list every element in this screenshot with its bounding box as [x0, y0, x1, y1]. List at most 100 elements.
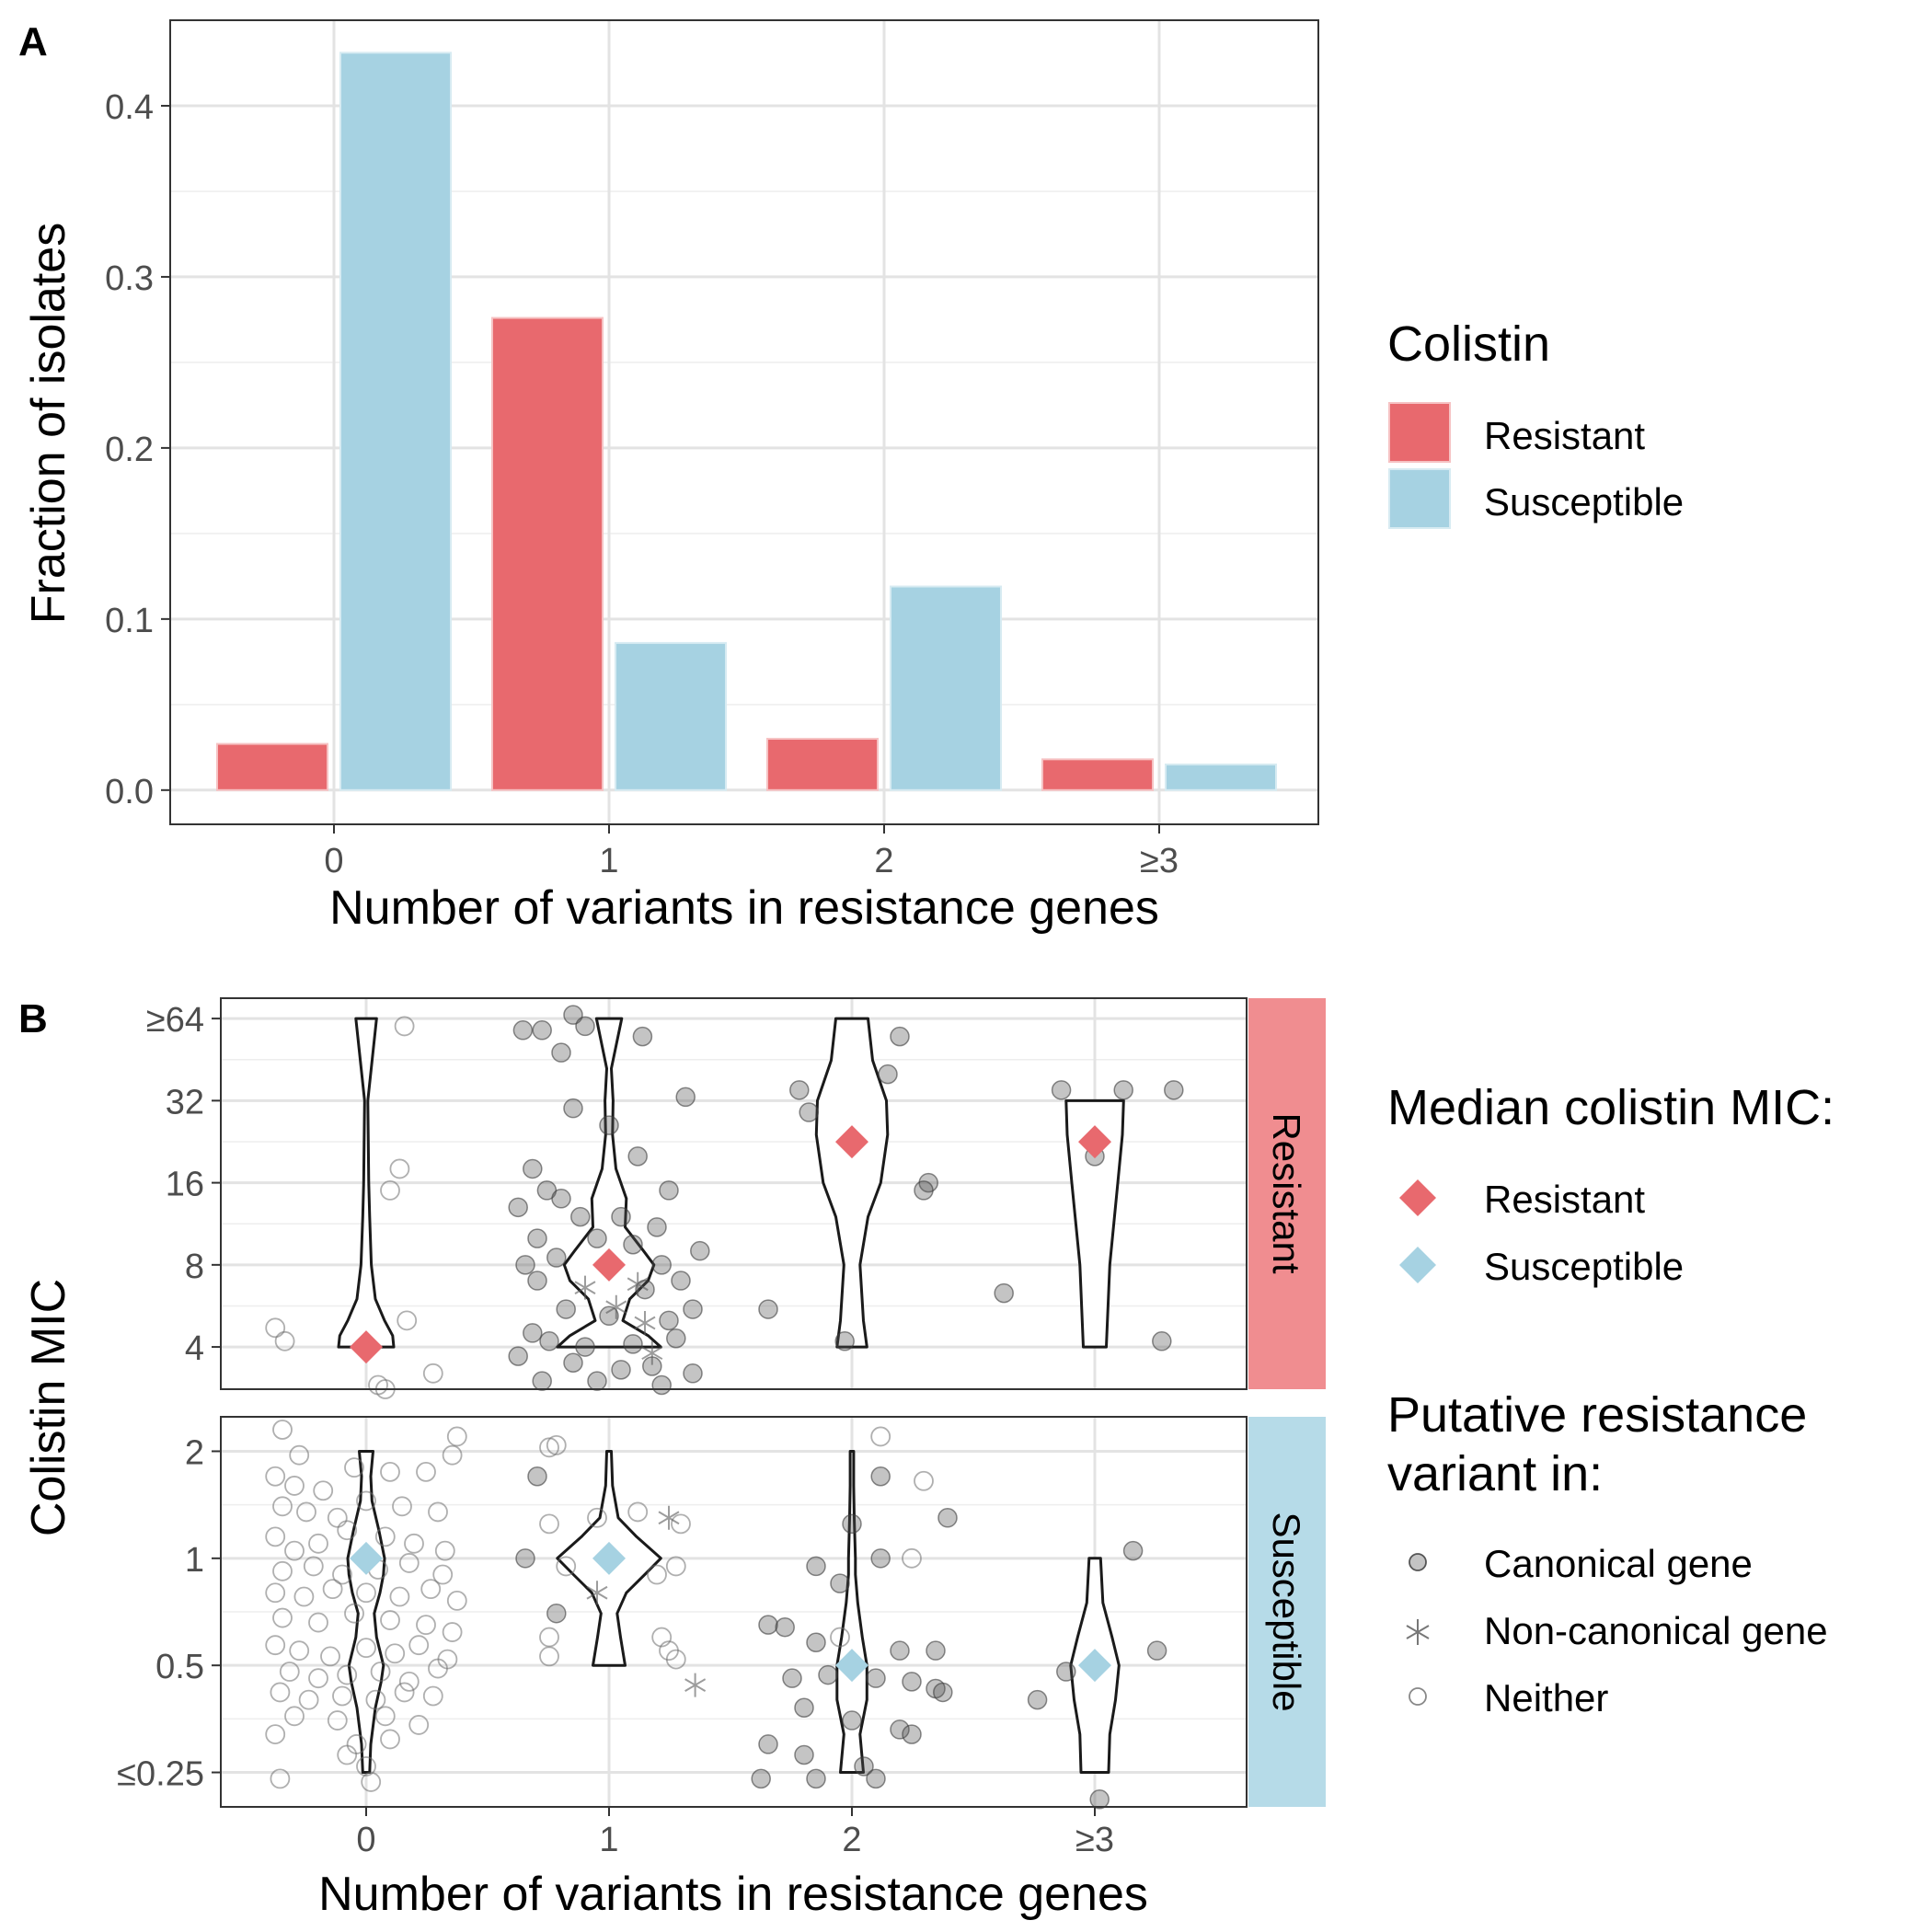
point-canonical-gene: [1056, 1662, 1076, 1682]
point-canonical-gene: [556, 1299, 576, 1319]
point-neither: [356, 1490, 376, 1512]
point-canonical-gene: [575, 1016, 595, 1037]
point-canonical-gene: [994, 1282, 1014, 1304]
point-neither: [313, 1480, 334, 1501]
point-neither: [296, 1501, 316, 1523]
point-neither: [361, 1772, 382, 1792]
legend-variant-title-line1: Putative resistance: [1387, 1387, 1807, 1443]
point-neither: [308, 1612, 328, 1633]
point-canonical-gene: [532, 1371, 552, 1391]
median-resistant-1: [592, 1248, 626, 1282]
point-neither: [422, 1685, 443, 1707]
point-canonical-gene: [666, 1328, 686, 1349]
panel-b-x-axis-title: Number of variants in resistance genes: [318, 1868, 1148, 1921]
panel-b-legend-median: Median colistin MIC: Resistant Susceptib…: [1387, 1080, 1834, 1288]
y-tick-label: ≤0.25: [117, 1755, 204, 1794]
point-neither: [539, 1646, 559, 1667]
x-tick-label: 1: [599, 1821, 618, 1859]
violin-resistant-2: [814, 1017, 890, 1349]
point-canonical-gene: [842, 1710, 862, 1731]
x-tick-label: 0: [356, 1821, 375, 1859]
point-neither: [914, 1470, 934, 1491]
point-canonical-gene: [690, 1240, 710, 1261]
point-neither: [284, 1706, 305, 1727]
point-canonical-gene: [563, 1005, 583, 1025]
violin-resistant-1: [556, 1017, 662, 1349]
point-canonical-gene: [623, 1234, 643, 1255]
facet-resistant-medians: [350, 1125, 1111, 1364]
point-canonical-gene: [806, 1556, 826, 1577]
legend-susceptible-swatch: [1388, 468, 1451, 529]
point-neither: [337, 1744, 358, 1765]
point-neither: [671, 1513, 691, 1535]
point-canonical-gene: [806, 1632, 826, 1653]
point-canonical-gene: [806, 1768, 826, 1789]
point-canonical-gene: [758, 1734, 778, 1754]
point-neither: [420, 1579, 442, 1600]
point-neither: [380, 1180, 400, 1201]
y-tick-label: 8: [185, 1248, 204, 1286]
panel-a-x-axis: 0 1 2 ≥3: [324, 824, 1179, 880]
panel-a-y-axis-title: Fraction of isolates: [22, 223, 75, 624]
legend-variant-title-line2: variant in:: [1387, 1446, 1603, 1501]
point-canonical-gene: [599, 1115, 619, 1135]
y-tick-label: 0.1: [105, 602, 154, 640]
point-neither: [397, 1310, 418, 1331]
x-tick-label: 2: [874, 842, 893, 880]
point-non-canonical-gene: [605, 1294, 627, 1319]
bar-susceptible-2: [890, 585, 1002, 791]
legend-median-susceptible-label: Susceptible: [1484, 1245, 1684, 1288]
point-neither: [265, 1582, 286, 1604]
point-canonical-gene: [599, 1305, 619, 1327]
legend-median-susceptible-diamond: [1399, 1247, 1436, 1283]
legend-canonical-gene-marker: [1409, 1553, 1427, 1571]
x-tick-label: ≥3: [1075, 1821, 1114, 1859]
y-tick-label: 2: [185, 1433, 204, 1472]
point-neither: [374, 1706, 396, 1727]
point-neither: [546, 1434, 567, 1455]
point-neither: [356, 1756, 376, 1777]
point-canonical-gene: [866, 1668, 886, 1688]
point-canonical-gene: [799, 1102, 819, 1122]
bar-resistant-3: [1041, 758, 1154, 791]
median-susceptible-1: [592, 1541, 626, 1575]
point-neither: [272, 1420, 293, 1440]
point-canonical-gene: [659, 1310, 679, 1331]
facet-resistant-y-axis: 4 8 16 32 ≥64: [146, 1001, 221, 1368]
point-canonical-gene: [508, 1346, 528, 1366]
panel-a-x-axis-title: Number of variants in resistance genes: [329, 881, 1159, 935]
point-canonical-gene: [890, 1719, 910, 1740]
point-neither: [272, 1607, 293, 1628]
point-canonical-gene: [1113, 1080, 1133, 1100]
panel-a-bars: [216, 52, 1277, 791]
point-neither: [389, 1158, 410, 1179]
facet-susceptible-y-axis: ≤0.25 0.5 1 2: [117, 1433, 221, 1794]
x-tick-label: 1: [599, 842, 618, 880]
point-neither: [587, 1507, 607, 1528]
point-neither: [332, 1564, 352, 1585]
panel-b-y-axis-title: Colistin MIC: [22, 1279, 75, 1536]
point-neither: [327, 1507, 348, 1528]
point-canonical-gene: [546, 1248, 567, 1268]
point-canonical-gene: [842, 1513, 862, 1535]
facet-susceptible-strip: [1248, 1417, 1326, 1807]
point-neither: [556, 1556, 577, 1577]
point-neither: [322, 1579, 343, 1600]
y-tick-label: ≥64: [146, 1001, 204, 1040]
point-canonical-gene: [508, 1197, 528, 1218]
facet-susceptible-strip-label: Susceptible: [1265, 1512, 1308, 1711]
point-neither: [408, 1715, 430, 1735]
point-non-canonical-gene: [684, 1673, 707, 1697]
point-neither: [298, 1689, 319, 1710]
point-canonical-gene: [1089, 1789, 1110, 1810]
violin-resistant-0: [337, 1017, 396, 1349]
y-tick-label: 4: [185, 1329, 204, 1368]
point-canonical-gene: [758, 1299, 778, 1319]
point-neither: [428, 1501, 448, 1523]
panel-a: A 0.0 0.1 0.2 0.3 0.4 0 1 2 ≥3 Fraction of isol…: [18, 19, 1684, 935]
point-neither: [422, 1363, 443, 1384]
point-neither: [293, 1586, 315, 1607]
point-neither: [308, 1533, 328, 1554]
point-canonical-gene: [902, 1724, 922, 1744]
